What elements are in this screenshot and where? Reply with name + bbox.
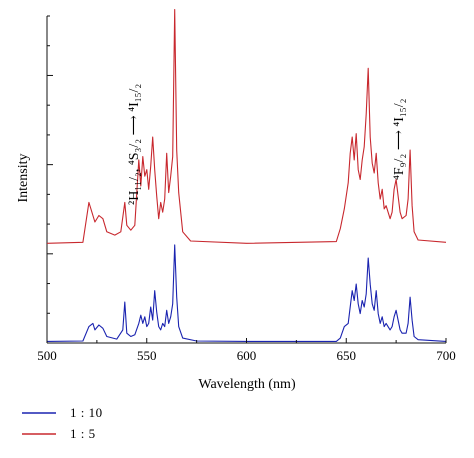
annotation-green-emission: ²H₁₁/₂, ⁴S₃/₂ ⟶ ⁴I₁₅/₂ — [127, 84, 142, 205]
legend-label-1-5: 1 : 5 — [70, 426, 96, 441]
x-tick-label: 650 — [337, 348, 357, 363]
series-layer — [46, 8, 447, 342]
y-ticks — [47, 15, 53, 314]
x-axis-label: Wavelength (nm) — [198, 377, 296, 392]
plot-frame — [46, 16, 446, 344]
annotation-red-emission: ⁴F₉/₂ ⟶ ⁴I₁₅/₂ — [392, 98, 407, 180]
series-line-1-10 — [46, 244, 447, 342]
y-axis-label: Intensity — [16, 154, 31, 203]
x-tick-label: 550 — [137, 348, 157, 363]
x-ticks: 500 550 600 650 700 — [37, 338, 456, 363]
x-tick-label: 600 — [237, 348, 257, 363]
legend: 1 : 10 1 : 5 — [22, 405, 103, 441]
x-tick-label: 700 — [436, 348, 456, 363]
x-tick-label: 500 — [37, 348, 57, 363]
series-line-1-5 — [46, 8, 447, 244]
legend-label-1-10: 1 : 10 — [70, 405, 103, 420]
